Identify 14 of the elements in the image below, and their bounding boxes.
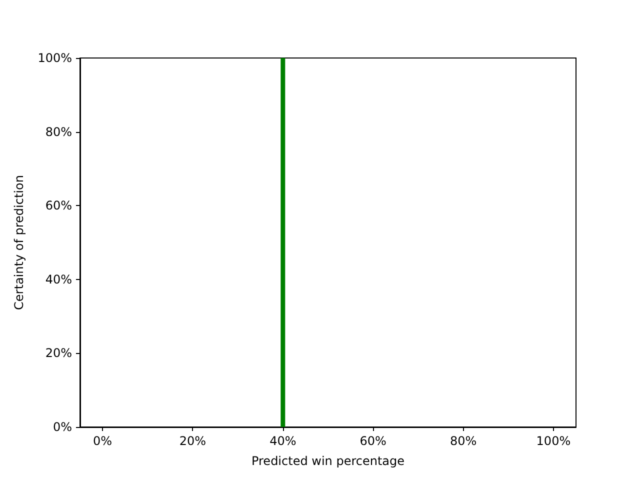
- y-axis-title: Certainty of prediction: [12, 175, 26, 310]
- y-tick-label: 0%: [52, 420, 72, 434]
- x-tick-label: 60%: [360, 434, 386, 448]
- x-tick-label: 0%: [93, 434, 112, 448]
- x-tick-label: 100%: [536, 434, 571, 448]
- x-axis-title: Predicted win percentage: [251, 454, 405, 468]
- x-tick-label: 20%: [179, 434, 206, 448]
- x-tick-label: 80%: [450, 434, 477, 448]
- y-tick-label: 80%: [45, 124, 72, 139]
- x-tick-label: 40%: [270, 434, 296, 448]
- y-tick-label: 40%: [45, 272, 72, 286]
- y-tick-label: 20%: [45, 346, 72, 360]
- y-tick-label: 60%: [45, 198, 72, 213]
- y-tick-label: 100%: [38, 51, 72, 65]
